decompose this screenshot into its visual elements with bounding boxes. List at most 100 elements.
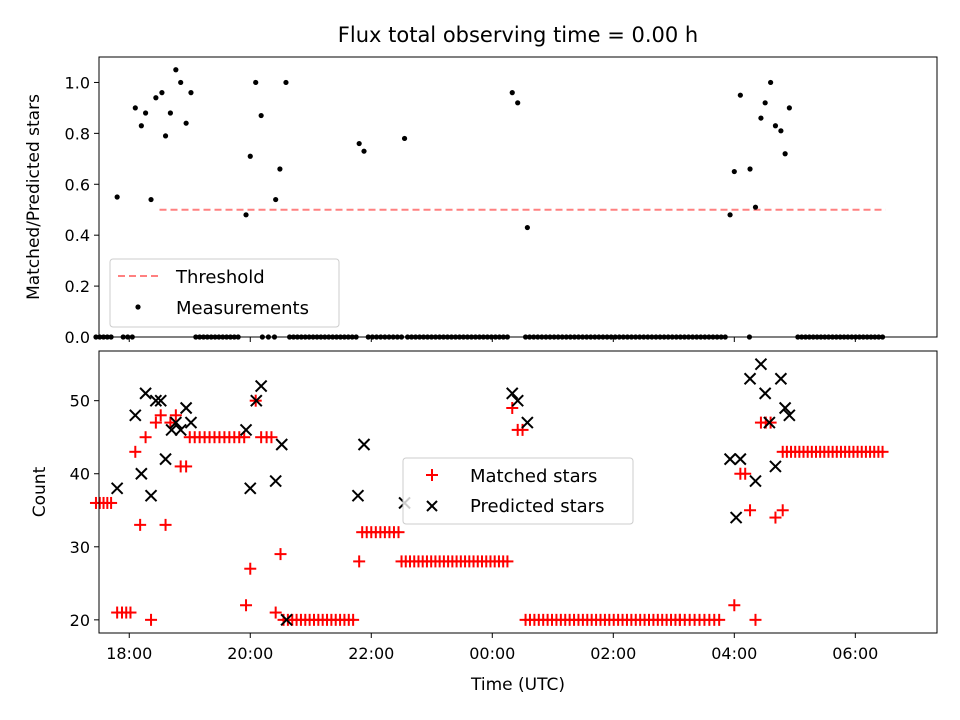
- x-tick-label: 22:00: [348, 644, 394, 663]
- predicted-point: [254, 379, 268, 393]
- matched-point: [180, 460, 193, 473]
- predicted-point: [743, 372, 757, 385]
- predicted-point: [275, 438, 288, 451]
- bottom-y-axis-label: Count: [30, 466, 50, 517]
- measurement-point: [361, 148, 367, 154]
- bottom-legend-box: [402, 457, 634, 525]
- measurement-point: [183, 120, 189, 126]
- predicted-point: [129, 409, 142, 422]
- measurement-point: [138, 123, 144, 129]
- predicted-point: [149, 394, 163, 407]
- top-legend-box: [109, 258, 340, 328]
- measurement-point: [786, 105, 792, 111]
- predicted-point: [351, 489, 365, 502]
- measurement-point: [247, 153, 253, 159]
- matched-point: [744, 504, 757, 517]
- bottom-legend: Matched stars Predicted stars: [402, 457, 634, 525]
- measurement-point: [747, 166, 753, 172]
- bottom-y-tick-label: 20: [70, 611, 90, 630]
- matched-point: [749, 613, 762, 626]
- measurement-point: [778, 128, 784, 134]
- measurement-point: [731, 168, 737, 175]
- predicted-point: [749, 474, 762, 488]
- predicted-point: [778, 401, 792, 415]
- matched-point: [776, 504, 789, 517]
- measurement-point: [273, 196, 279, 203]
- matched-point: [501, 555, 514, 568]
- predicted-point: [250, 394, 263, 407]
- measurement-point: [782, 151, 788, 157]
- measurement-point: [752, 204, 759, 210]
- matched-point: [516, 423, 529, 436]
- measurement-point: [142, 110, 149, 116]
- predicted-point: [144, 489, 158, 502]
- measurement-point: [258, 112, 264, 119]
- measurement-point: [178, 79, 184, 86]
- x-tick-label: 04:00: [711, 644, 757, 663]
- measurement-point: [243, 212, 249, 218]
- measurement-point: [153, 95, 159, 101]
- predicted-point: [754, 357, 768, 371]
- top-legend: Threshold Measurements: [109, 258, 340, 328]
- predicted-point: [244, 482, 257, 495]
- legend-measurements-label: Measurements: [176, 298, 309, 319]
- x-tick-label: 20:00: [227, 644, 273, 663]
- predicted-point: [159, 452, 172, 466]
- measurement-point: [772, 123, 779, 129]
- top-y-tick-label: 1.0: [65, 73, 90, 92]
- measurement-point: [132, 105, 138, 111]
- predicted-point: [239, 423, 253, 437]
- matched-point: [713, 613, 726, 626]
- bottom-axes: Count Time (UTC) 20 30 40 50 18:00 20:00 22:0…: [30, 350, 938, 695]
- matched-point: [105, 496, 118, 509]
- top-axes-frame: [98, 56, 938, 338]
- matched-point: [392, 526, 405, 539]
- matched-point: [134, 518, 147, 531]
- top-y-tick-label: 0.6: [65, 175, 90, 194]
- matched-point: [876, 445, 889, 458]
- x-tick-label: 00:00: [469, 644, 515, 663]
- measurement-point: [188, 90, 194, 96]
- x-tick-label: 02:00: [590, 644, 636, 663]
- matched-point: [728, 599, 741, 612]
- bottom-axes-frame: [98, 350, 938, 634]
- predicted-point: [179, 401, 193, 415]
- predicted-point: [774, 372, 788, 385]
- predicted-point: [506, 387, 519, 400]
- predicted-point: [723, 452, 737, 466]
- measurement-point: [283, 79, 289, 86]
- predicted-point: [521, 416, 534, 429]
- legend-measurements-marker: [135, 304, 141, 310]
- legend-predicted-label: Predicted stars: [470, 496, 604, 517]
- predicted-point: [154, 394, 167, 407]
- matched-point: [149, 416, 162, 429]
- predicted-point: [758, 387, 772, 400]
- measurement-point: [167, 110, 173, 116]
- predicted-point: [280, 613, 293, 627]
- measurement-point: [727, 212, 733, 218]
- predicted-point: [511, 394, 524, 407]
- matched-point: [238, 431, 251, 444]
- matched-point: [265, 431, 278, 444]
- matched-point: [269, 606, 282, 619]
- predicted-point: [763, 416, 776, 429]
- matched-point: [739, 467, 752, 480]
- predicted-point: [174, 423, 187, 437]
- top-y-axis-label: Matched/Predicted stars: [24, 94, 44, 300]
- measurement-point: [253, 79, 259, 86]
- legend-matched-marker: [426, 469, 438, 481]
- chart-title: Flux total observing time = 0.00 h: [338, 23, 698, 47]
- measurement-point: [737, 92, 743, 98]
- predicted-point: [110, 482, 124, 495]
- legend-threshold-label: Threshold: [175, 267, 265, 288]
- matched-point: [769, 511, 782, 524]
- top-y-tick-label: 0.8: [65, 124, 90, 143]
- legend-matched-label: Matched stars: [470, 466, 597, 487]
- matched-point: [506, 401, 519, 414]
- top-y-tick-label: 0.2: [65, 277, 90, 296]
- matched-point: [169, 409, 182, 422]
- predicted-point: [169, 416, 183, 429]
- predicted-point: [734, 452, 747, 466]
- bottom-y-tick-label: 40: [70, 465, 90, 484]
